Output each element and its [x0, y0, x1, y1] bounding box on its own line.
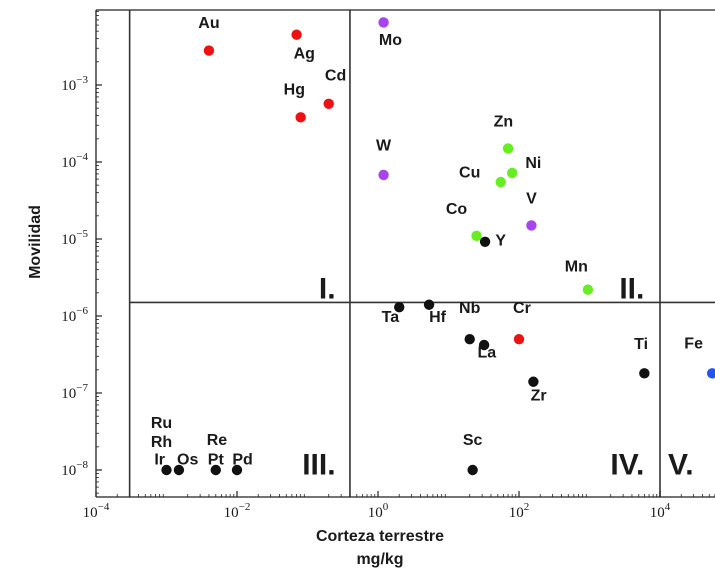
point-sc	[467, 464, 478, 476]
point-label-os: Os	[177, 451, 198, 468]
y-tick-label-5: 10−3	[61, 74, 88, 94]
data-points	[161, 17, 715, 476]
point-v	[526, 220, 537, 231]
point-fe	[706, 368, 715, 379]
point-zr	[528, 376, 539, 387]
point-label-pd: Pd	[232, 451, 252, 468]
point-label-zr: Zr	[531, 387, 547, 404]
point-ta	[394, 302, 405, 313]
point-label-nb: Nb	[459, 300, 481, 317]
point-cr	[513, 333, 525, 345]
y-tick-label-3: 10−5	[61, 228, 88, 248]
point-w	[378, 169, 389, 181]
point-label-ti: Ti	[634, 336, 648, 353]
x-tick-label-3: 102	[509, 501, 530, 521]
point-labels: Au Ag Hg Cd Mo W V Zn Ni Cu Co Y Mn Ta Hf Nb La Cr Zr Ti Fe S…	[151, 15, 703, 468]
point-ir	[161, 464, 172, 476]
point-label-cr: Cr	[513, 300, 531, 317]
point-au	[203, 45, 215, 56]
point-mn	[582, 284, 594, 295]
point-ti	[639, 368, 650, 379]
region-label-2: II.	[619, 272, 644, 305]
point-ni	[506, 167, 518, 179]
point-label-fe: Fe	[684, 335, 703, 352]
point-la	[478, 339, 490, 351]
point-ag	[291, 29, 302, 40]
point-label-co: Co	[446, 201, 468, 218]
point-cd	[323, 98, 334, 109]
axis-ticks: 10−4 10−2 100 102 104 10−8 10−7 10−6 10−5 10−4 10−…	[61, 11, 715, 521]
region-labels: I. II. III. IV. V.	[302, 272, 693, 481]
region-label-5: V.	[668, 448, 694, 481]
point-label-zn: Zn	[494, 113, 514, 130]
point-label-ir: Ir	[154, 451, 165, 468]
point-label-ag: Ag	[294, 46, 315, 63]
plot-frame	[95, 9, 715, 498]
point-y	[479, 236, 491, 247]
point-label-rh: Rh	[151, 434, 172, 451]
y-tick-label-1: 10−7	[61, 382, 88, 402]
y-tick-label-0: 10−8	[61, 459, 88, 479]
point-hg	[295, 112, 306, 123]
point-label-hf: Hf	[429, 309, 447, 326]
point-label-ni: Ni	[525, 155, 541, 172]
region-label-1: I.	[319, 272, 336, 305]
point-label-pt: Pt	[208, 451, 225, 468]
point-nb	[464, 333, 475, 345]
point-label-v: V	[526, 190, 537, 207]
point-label-cd: Cd	[325, 67, 346, 84]
point-label-ta: Ta	[382, 309, 400, 326]
point-hf	[423, 299, 435, 310]
x-tick-label-2: 100	[368, 501, 389, 521]
point-label-hg: Hg	[284, 82, 305, 99]
point-label-re: Re	[207, 432, 228, 449]
point-pt	[210, 464, 221, 476]
x-tick-label-4: 104	[650, 501, 671, 521]
point-label-la: La	[478, 344, 497, 361]
x-tick-label-1: 10−2	[224, 501, 251, 521]
point-zn	[502, 143, 514, 154]
point-cu	[495, 176, 506, 188]
region-dividers	[128, 10, 715, 497]
point-label-sc: Sc	[463, 432, 483, 449]
point-label-mn: Mn	[565, 258, 588, 275]
x-axis-title-line2: mg/kg	[356, 551, 403, 568]
point-label-y: Y	[495, 233, 506, 250]
y-axis-title: Movilidad	[27, 205, 44, 279]
point-mo	[378, 17, 389, 28]
y-tick-label-2: 10−6	[61, 305, 88, 325]
point-label-mo: Mo	[379, 32, 402, 49]
x-tick-label-0: 10−4	[83, 501, 110, 521]
region-label-4: IV.	[610, 448, 644, 481]
region-label-3: III.	[302, 448, 335, 481]
point-label-au: Au	[198, 15, 219, 32]
point-os	[173, 464, 185, 476]
y-tick-label-4: 10−4	[61, 151, 88, 171]
point-pd	[231, 464, 243, 476]
point-co	[471, 230, 482, 242]
x-axis-title-line1: Corteza terrestre	[316, 528, 444, 545]
point-label-w: W	[376, 138, 392, 155]
point-label-ru: Ru	[151, 415, 172, 432]
point-label-cu: Cu	[459, 164, 480, 181]
